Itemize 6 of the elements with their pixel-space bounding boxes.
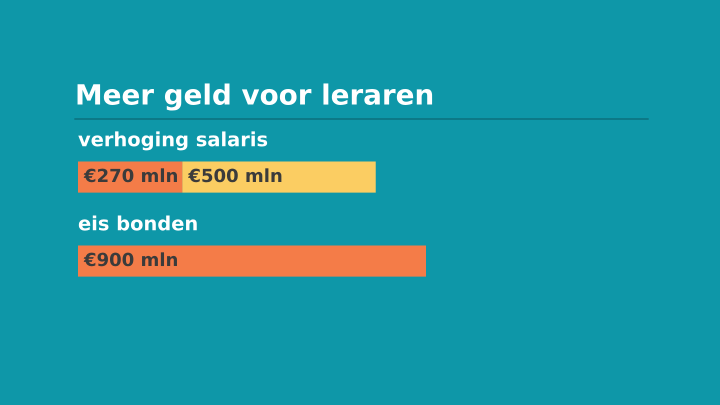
y-tick-label: eis bonden xyxy=(78,216,197,231)
data-label: €270 mln xyxy=(84,168,177,182)
data-label: €500 mln xyxy=(188,168,282,182)
data-label: €900 mln xyxy=(84,252,177,266)
y-tick-label: verhoging salaris xyxy=(78,131,268,150)
chart-title: Meer geld voor leraren xyxy=(78,83,432,111)
